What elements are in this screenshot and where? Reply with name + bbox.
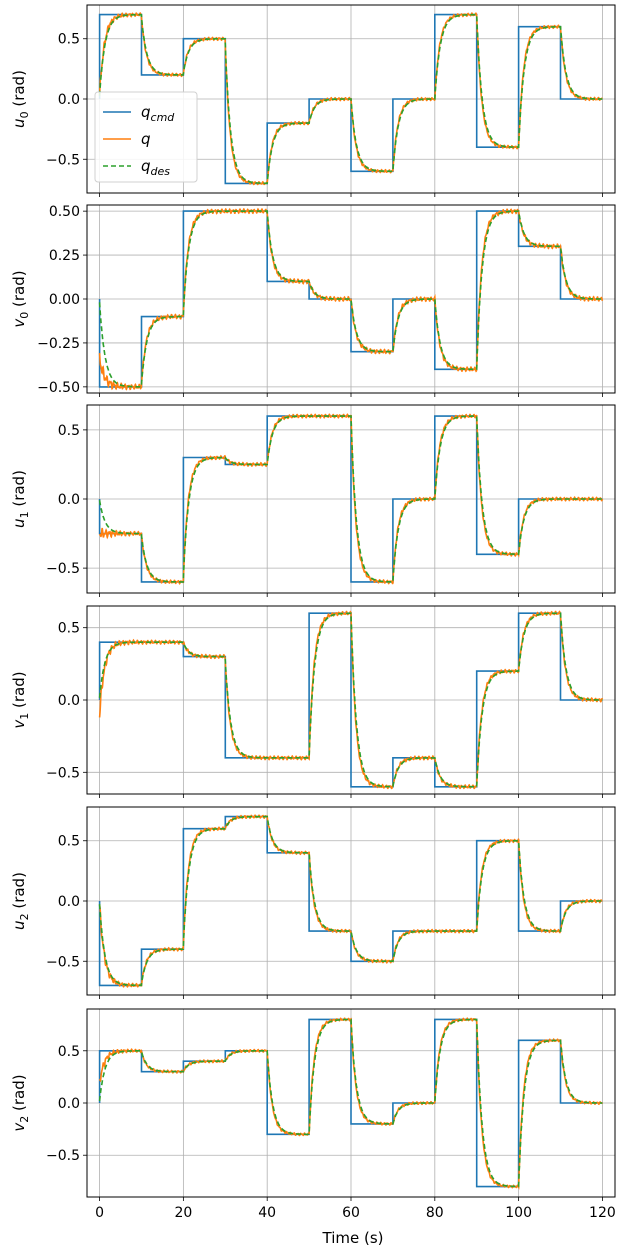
y-tick-label: −0.5	[46, 152, 80, 168]
subplot-6: 0.5 0.0 −0.5 0 20 40 60 80 100 120 v2 (rad)	[10, 1008, 616, 1221]
legend: qcmd q qdes	[94, 91, 198, 183]
y-tick-label: 0.00	[49, 292, 80, 308]
y-axis-label: u1 (rad)	[10, 470, 31, 528]
plot-frame	[86, 806, 616, 996]
y-tick-label: −0.5	[46, 765, 80, 781]
subplot-5: 0.5 0.0 −0.5 u2 (rad)	[10, 806, 616, 999]
legend-label-cmd: qcmd	[141, 103, 175, 124]
x-tick-label: 80	[426, 1205, 444, 1221]
series-line-des	[98, 415, 603, 583]
y-tick-label: −0.5	[46, 561, 80, 577]
y-axis-label: u2 (rad)	[10, 872, 31, 930]
plot-frame	[86, 404, 616, 594]
y-tick-label: 0.5	[58, 1044, 80, 1060]
x-tick-label: 60	[342, 1205, 360, 1221]
subplot-3: 0.5 0.0 −0.5 u1 (rad)	[10, 404, 616, 597]
series-line-des	[98, 612, 603, 788]
y-axis-label: u0 (rad)	[10, 70, 31, 128]
plot-frame	[86, 204, 616, 394]
x-tick-label: 0	[95, 1205, 104, 1221]
series-line-des	[98, 13, 603, 185]
x-tick-label: 100	[505, 1205, 532, 1221]
y-axis-label: v1 (rad)	[10, 671, 31, 728]
legend-box	[94, 91, 198, 183]
plot-frame	[86, 1008, 616, 1198]
y-tick-label: 0.0	[58, 92, 80, 108]
y-tick-label: 0.0	[58, 492, 80, 508]
y-tick-label: −0.5	[46, 1148, 80, 1164]
series-line-cmd	[98, 612, 603, 788]
y-tick-label: 0.0	[58, 693, 80, 709]
subplot-2: 0.50 0.25 0.00 −0.25 −0.50 v0 (rad)	[10, 204, 616, 397]
y-tick-label: 0.5	[58, 621, 80, 637]
y-tick-label: 0.0	[58, 1096, 80, 1112]
x-tick-label: 120	[589, 1205, 616, 1221]
y-tick-label: −0.50	[37, 380, 80, 396]
series-line-des	[98, 210, 603, 388]
plot-frame	[86, 605, 616, 795]
y-tick-label: −0.5	[46, 954, 80, 970]
y-tick-label: 0.50	[49, 204, 80, 220]
y-tick-label: 0.25	[49, 248, 80, 264]
y-tick-label: −0.25	[37, 336, 80, 352]
y-tick-label: 0.0	[58, 894, 80, 910]
x-axis-label: Time (s)	[322, 1229, 384, 1247]
subplot-4: 0.5 0.0 −0.5 v1 (rad)	[10, 605, 616, 798]
x-tick-label: 20	[174, 1205, 192, 1221]
y-tick-label: 0.5	[58, 423, 80, 439]
y-tick-label: 0.5	[58, 32, 80, 48]
legend-label-q: q	[141, 130, 151, 148]
series-line-des	[98, 1018, 603, 1188]
plot-frame	[86, 4, 616, 194]
legend-label-des: qdes	[141, 157, 170, 178]
y-axis-label: v0 (rad)	[10, 270, 31, 327]
x-tick-label: 40	[258, 1205, 276, 1221]
series-line-des	[98, 815, 603, 987]
y-axis-label: v2 (rad)	[10, 1074, 31, 1131]
y-tick-label: 0.5	[58, 834, 80, 850]
subplot-1: 0.5 0.0 −0.5 u0 (rad) qcmd q qdes	[10, 4, 616, 197]
